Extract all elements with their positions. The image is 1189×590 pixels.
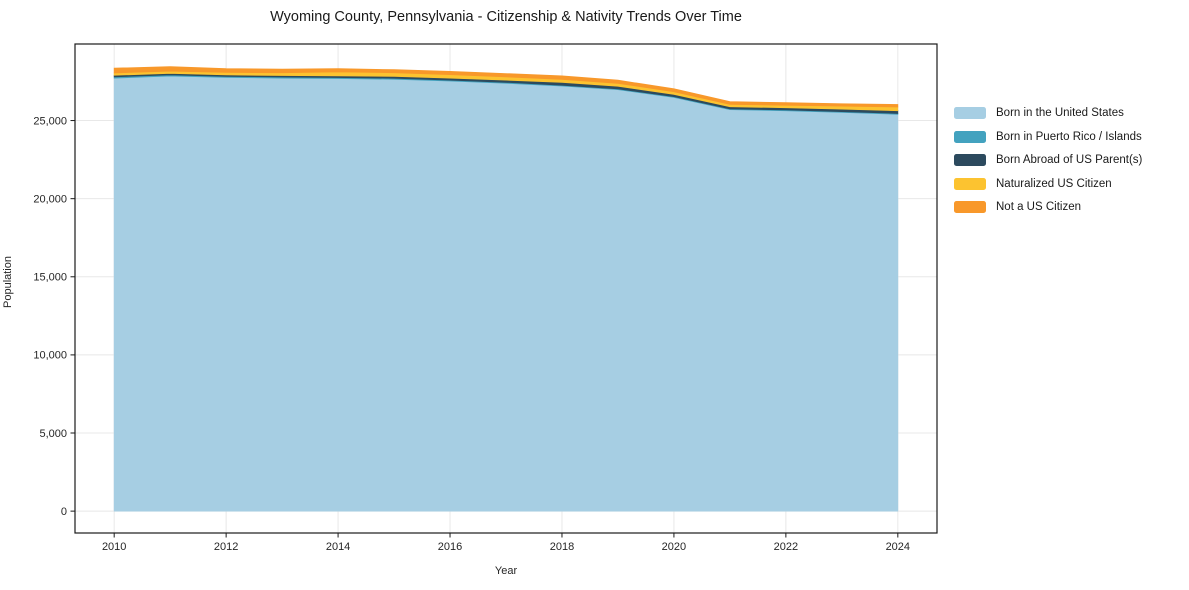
x-tick-label: 2018 [550,541,574,553]
x-tick-label: 2024 [886,541,910,553]
y-tick-label: 10,000 [33,350,67,362]
x-axis-title: Year [494,565,518,577]
legend-item: Born in the United States [954,107,1142,119]
legend: Born in the United States Born in Puerto … [954,107,1142,213]
x-tick-label: 2022 [774,541,798,553]
legend-swatch [954,130,986,143]
x-tick-label: 2010 [102,541,126,553]
y-tick-label: 20,000 [33,193,67,205]
area-series [113,66,899,108]
legend-swatch [954,154,986,166]
x-tick-label: 2014 [326,541,350,553]
legend-label: Born in Puerto Rico / Islands [996,130,1142,143]
legend-label: Born in the United States [996,107,1124,119]
legend-item: Born Abroad of US Parent(s) [954,154,1142,166]
x-tick-label: 2020 [662,541,686,553]
y-tick-label: 0 [61,506,67,518]
legend-item: Naturalized US Citizen [954,177,1142,190]
legend-swatch [954,177,986,190]
legend-label: Not a US Citizen [996,201,1082,213]
legend-item: Born in Puerto Rico / Islands [954,130,1142,143]
y-tick-label: 5,000 [39,428,67,440]
legend-swatch [954,107,986,119]
y-tick-label: 15,000 [33,272,67,284]
legend-label: Born Abroad of US Parent(s) [996,154,1143,166]
x-tick-label: 2012 [214,541,238,553]
y-tick-label: 25,000 [33,115,67,127]
legend-item: Not a US Citizen [954,201,1142,213]
plot-frame [74,43,938,534]
legend-swatch [954,201,986,213]
legend-label: Naturalized US Citizen [996,177,1112,190]
x-tick-label: 2016 [438,541,462,553]
area-series [113,75,899,512]
chart-title: Wyoming County, Pennsylvania - Citizensh… [270,9,742,25]
